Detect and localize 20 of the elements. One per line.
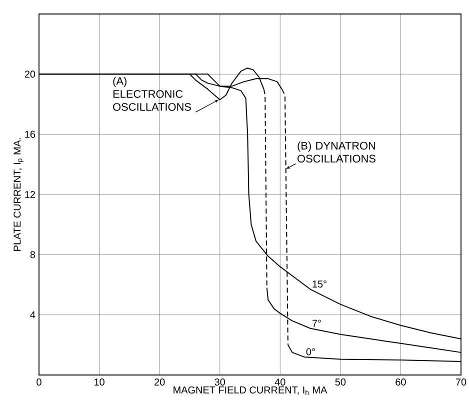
x-tick-label: 0 — [36, 378, 42, 386]
x-tick-label: 30 — [214, 378, 226, 386]
x-tick-label: 20 — [154, 378, 165, 386]
y-tick-label: 8 — [30, 251, 36, 258]
series-label: 0° — [306, 348, 315, 356]
y-tick-label: 16 — [25, 130, 36, 138]
y-tick-label: 20 — [24, 70, 36, 78]
x-tick-label: 10 — [94, 378, 104, 386]
series-label: 7° — [312, 320, 321, 327]
x-tick-label: 50 — [335, 378, 346, 386]
x-axis-title: MAGNET FIELD CURRENT, I$_{h}$ MA — [174, 386, 328, 396]
x-tick-label: 60 — [396, 378, 406, 386]
annotation: (B) DYNATRON OSCILLATIONS — [298, 142, 376, 163]
annotation: (A) ELECTRONIC OSCILLATIONS — [113, 76, 191, 111]
series-label: 15° — [312, 280, 326, 288]
y-tick-label: 4 — [30, 311, 36, 318]
y-tick-label: 12 — [25, 191, 35, 198]
x-tick-label: 40 — [274, 378, 286, 386]
x-tick-label: 70 — [456, 378, 466, 386]
y-axis-title: PLATE CURRENT, I$_{p}$ MA. — [14, 138, 24, 251]
